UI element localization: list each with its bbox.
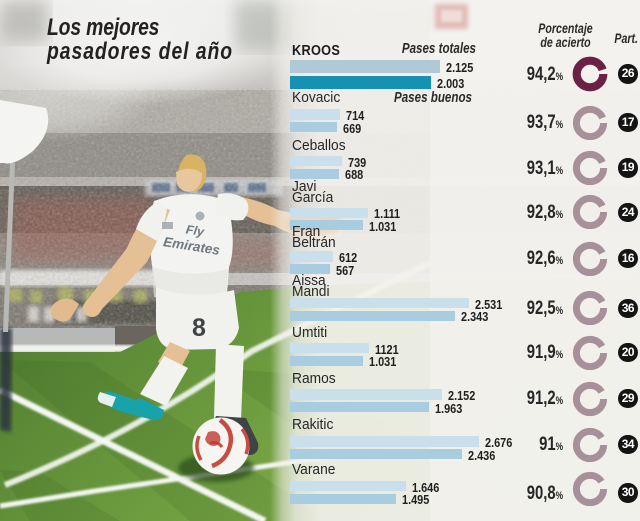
svg-text:8: 8 — [192, 314, 206, 342]
svg-text:Fly: Fly — [185, 222, 206, 239]
